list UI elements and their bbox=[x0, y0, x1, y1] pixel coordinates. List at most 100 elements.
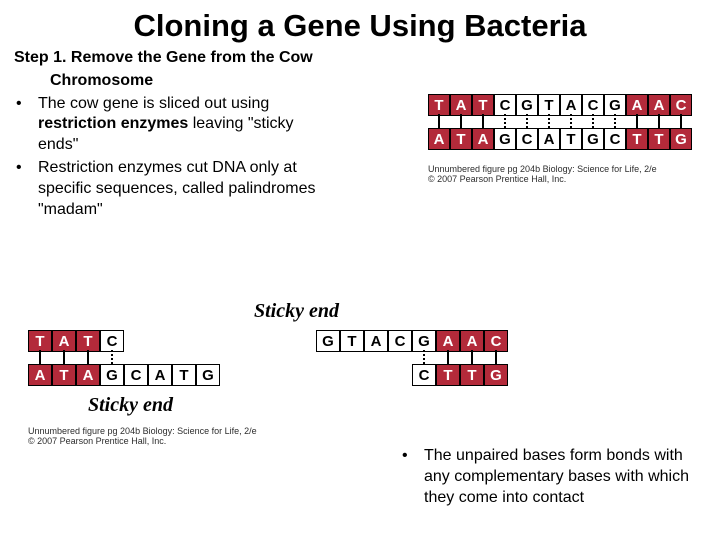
dna-base: A bbox=[648, 94, 670, 116]
bullet-1: • The cow gene is sliced out using restr… bbox=[14, 94, 416, 156]
bullet-mark: • bbox=[14, 94, 38, 156]
dna-bond bbox=[28, 352, 52, 364]
dna-base: C bbox=[100, 330, 124, 352]
dna-base: G bbox=[196, 364, 220, 386]
dna-base bbox=[340, 364, 364, 386]
dna-base: C bbox=[494, 94, 516, 116]
dna-base: G bbox=[582, 128, 604, 150]
bullet-text: The unpaired bases form bonds with any c… bbox=[424, 446, 700, 508]
dna-bond bbox=[364, 352, 388, 364]
step-heading-line2: Chromosome bbox=[14, 71, 416, 92]
dna-base: C bbox=[412, 364, 436, 386]
dna-bond bbox=[538, 116, 560, 128]
dna-bond bbox=[52, 352, 76, 364]
dna-base: T bbox=[28, 330, 52, 352]
page-title: Cloning a Gene Using Bacteria bbox=[0, 0, 720, 48]
bullet-mark: • bbox=[14, 158, 38, 220]
dna-base: T bbox=[428, 94, 450, 116]
dna-bond bbox=[76, 352, 100, 364]
dna-base: C bbox=[124, 364, 148, 386]
dna-base: A bbox=[538, 128, 560, 150]
dna-base: T bbox=[76, 330, 100, 352]
dna-base: A bbox=[364, 330, 388, 352]
dna-base bbox=[172, 330, 196, 352]
dna-base: A bbox=[560, 94, 582, 116]
dna-bond bbox=[450, 116, 472, 128]
dna-base: T bbox=[460, 364, 484, 386]
dna-base bbox=[364, 364, 388, 386]
dna-base bbox=[388, 364, 412, 386]
dna-bond bbox=[124, 352, 148, 364]
dna-bond bbox=[172, 352, 196, 364]
caption-line2: © 2007 Pearson Prentice Hall, Inc. bbox=[428, 174, 566, 184]
dna-full-diagram: TATCGTACGAACATAGCATGCTTG bbox=[428, 94, 692, 150]
dna-bond bbox=[604, 116, 626, 128]
bullet1-line3: ends" bbox=[38, 136, 78, 153]
dna-base: A bbox=[148, 364, 172, 386]
bullet1-rest: leaving "sticky bbox=[188, 115, 293, 132]
dna-base: A bbox=[450, 94, 472, 116]
bullet1-line1: The cow gene is sliced out using bbox=[38, 95, 269, 112]
dna-base: T bbox=[560, 128, 582, 150]
dna-base bbox=[148, 330, 172, 352]
figure-caption-top: Unnumbered figure pg 204b Biology: Scien… bbox=[428, 164, 657, 185]
dna-base: T bbox=[538, 94, 560, 116]
dna-base: T bbox=[626, 128, 648, 150]
dna-bond bbox=[516, 116, 538, 128]
sticky-end-label-top: Sticky end bbox=[254, 300, 339, 323]
dna-bond bbox=[494, 116, 516, 128]
dna-bond bbox=[196, 352, 220, 364]
dna-base: T bbox=[436, 364, 460, 386]
bb-line2: any complementary bases with which bbox=[424, 468, 689, 485]
dna-base bbox=[196, 330, 220, 352]
dna-base: A bbox=[76, 364, 100, 386]
dna-base: C bbox=[604, 128, 626, 150]
dna-base: G bbox=[494, 128, 516, 150]
dna-bond bbox=[670, 116, 692, 128]
dna-base: G bbox=[412, 330, 436, 352]
dna-base: C bbox=[670, 94, 692, 116]
dna-bond bbox=[340, 352, 364, 364]
bottom-bullet: • The unpaired bases form bonds with any… bbox=[400, 446, 700, 508]
bullet1-bold: restriction enzymes bbox=[38, 115, 188, 132]
bullet-text: The cow gene is sliced out using restric… bbox=[38, 94, 416, 156]
dna-base: G bbox=[516, 94, 538, 116]
dna-base: T bbox=[340, 330, 364, 352]
dna-base: T bbox=[172, 364, 196, 386]
dna-base: A bbox=[28, 364, 52, 386]
dna-bond bbox=[148, 352, 172, 364]
dna-base: G bbox=[316, 330, 340, 352]
caption-line1: Unnumbered figure pg 204b Biology: Scien… bbox=[28, 426, 257, 436]
dna-base: G bbox=[604, 94, 626, 116]
bullet2-line1: Restriction enzymes cut DNA only at bbox=[38, 159, 297, 176]
dna-base: G bbox=[670, 128, 692, 150]
dna-base: T bbox=[52, 364, 76, 386]
dna-base bbox=[316, 364, 340, 386]
dna-base: T bbox=[648, 128, 670, 150]
dna-base bbox=[124, 330, 148, 352]
dna-base: A bbox=[626, 94, 648, 116]
sticky-end-label-bottom: Sticky end bbox=[88, 394, 173, 417]
bullet2-line3: "madam" bbox=[38, 201, 103, 218]
dna-base: A bbox=[428, 128, 450, 150]
caption-line2: © 2007 Pearson Prentice Hall, Inc. bbox=[28, 436, 166, 446]
dna-base: C bbox=[484, 330, 508, 352]
dna-bond bbox=[428, 116, 450, 128]
dna-base: C bbox=[388, 330, 412, 352]
dna-base: G bbox=[484, 364, 508, 386]
bb-line1: The unpaired bases form bonds with bbox=[424, 447, 683, 464]
dna-base: A bbox=[436, 330, 460, 352]
dna-base: A bbox=[52, 330, 76, 352]
dna-right-fragment: GTACGAACCTTG bbox=[316, 330, 508, 386]
bb-line3: they come into contact bbox=[424, 489, 584, 506]
dna-bond bbox=[648, 116, 670, 128]
dna-bond bbox=[472, 116, 494, 128]
dna-bond bbox=[412, 352, 436, 364]
dna-bond bbox=[484, 352, 508, 364]
bullet-text: Restriction enzymes cut DNA only at spec… bbox=[38, 158, 416, 220]
bullet2-line2: specific sequences, called palindromes bbox=[38, 180, 315, 197]
left-column: Step 1. Remove the Gene from the Cow Chr… bbox=[14, 48, 416, 220]
dna-base: T bbox=[450, 128, 472, 150]
dna-base: C bbox=[582, 94, 604, 116]
caption-line1: Unnumbered figure pg 204b Biology: Scien… bbox=[428, 164, 657, 174]
